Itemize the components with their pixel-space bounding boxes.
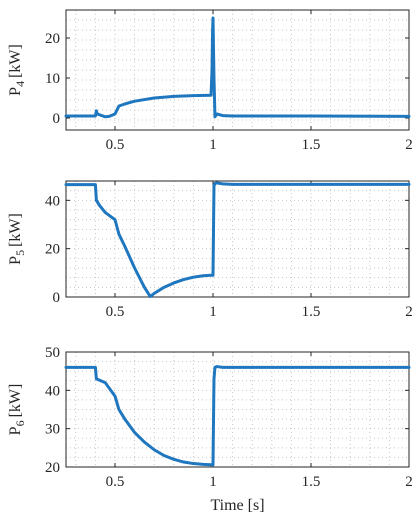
- axes-frame: [65, 180, 410, 298]
- y-tick-label: 20: [45, 31, 60, 47]
- y-axis-label-base: P: [7, 256, 24, 265]
- x-tick-label: 1: [209, 137, 217, 153]
- y-tick-label: 0: [53, 111, 61, 127]
- axes-frame: [65, 351, 410, 468]
- y-axis-label-unit: [kW]: [7, 213, 24, 247]
- y-axis-label: P6 [kW]: [7, 384, 27, 436]
- x-tick-label: 1.5: [302, 137, 321, 153]
- x-tick-label: 1.5: [302, 474, 321, 490]
- x-tick-label: 1: [209, 304, 217, 320]
- x-tick-label: 1: [209, 474, 217, 490]
- x-tick-label: 2: [405, 304, 413, 320]
- y-axis-label-sub: 5: [13, 250, 27, 256]
- axes-frame: [65, 9, 410, 131]
- y-axis-label-unit: [kW]: [7, 384, 24, 418]
- series-line-3-1: [64, 365, 411, 467]
- x-tick-label: 0.5: [106, 474, 125, 490]
- x-tick-label: 2: [405, 474, 413, 490]
- y-tick-label: 30: [45, 422, 60, 438]
- y-tick-label: 20: [45, 460, 60, 476]
- x-tick-label: 2: [405, 137, 413, 153]
- y-axis-label-sub: 4: [13, 81, 27, 87]
- x-axis-label: Time [s]: [210, 497, 264, 514]
- x-tick-label: 1.5: [302, 304, 321, 320]
- y-axis-label-base: P: [7, 87, 24, 96]
- y-tick-label: 40: [45, 193, 60, 209]
- y-axis-label-base: P: [7, 426, 24, 435]
- y-axis-label-unit: [kW]: [7, 44, 24, 78]
- y-tick-label: 50: [45, 345, 60, 361]
- y-axis-label: P5 [kW]: [7, 213, 27, 265]
- panel-3: 0.5 1 1.5 2 20 30 40 50 P6 [kW] Time [s]: [7, 345, 413, 514]
- y-tick-label: 10: [45, 71, 60, 87]
- y-tick-label: 20: [45, 242, 60, 258]
- y-tick-label: 40: [45, 383, 60, 399]
- x-tick-label: 0.5: [106, 304, 125, 320]
- y-tick-label: 0: [53, 290, 61, 306]
- y-axis-label: P4 [kW]: [7, 44, 27, 96]
- series-line-1-1: [64, 16, 411, 119]
- x-tick-label: 0.5: [106, 137, 125, 153]
- series-line-2-1: [64, 181, 411, 299]
- y-axis-label-sub: 6: [13, 420, 27, 426]
